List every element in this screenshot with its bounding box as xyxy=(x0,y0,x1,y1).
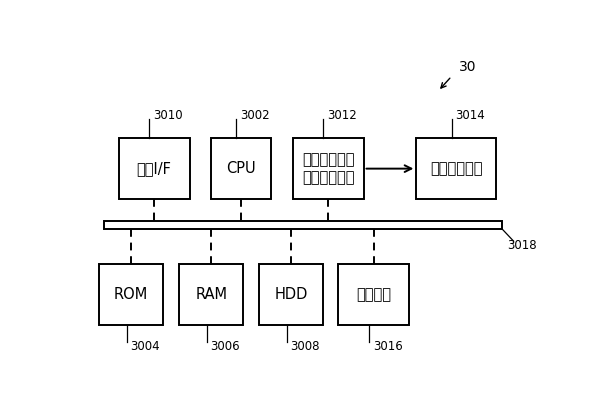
Text: 3002: 3002 xyxy=(240,109,269,122)
Bar xyxy=(293,138,363,199)
Text: 入力装置: 入力装置 xyxy=(356,287,391,302)
Text: 3006: 3006 xyxy=(210,340,240,353)
Text: RAM: RAM xyxy=(195,287,228,302)
Bar xyxy=(179,264,243,325)
Text: 30: 30 xyxy=(459,60,476,74)
Bar xyxy=(339,264,410,325)
Text: HDD: HDD xyxy=(275,287,308,302)
Text: 通信I/F: 通信I/F xyxy=(137,161,171,176)
Text: ディスプレイ
コントローラ: ディスプレイ コントローラ xyxy=(302,152,355,185)
Bar xyxy=(99,264,163,325)
Text: 3004: 3004 xyxy=(130,340,160,353)
Text: ディスプレイ: ディスプレイ xyxy=(430,161,483,176)
Text: 3016: 3016 xyxy=(373,340,402,353)
Text: 3014: 3014 xyxy=(456,109,485,122)
Text: ROM: ROM xyxy=(114,287,148,302)
Bar xyxy=(212,138,271,199)
Text: 3018: 3018 xyxy=(508,239,537,252)
Bar xyxy=(416,138,496,199)
Text: 3012: 3012 xyxy=(327,109,357,122)
Text: CPU: CPU xyxy=(226,161,256,176)
Bar xyxy=(119,138,190,199)
Bar xyxy=(103,221,502,229)
Text: 3008: 3008 xyxy=(291,340,320,353)
Bar xyxy=(259,264,323,325)
Text: 3010: 3010 xyxy=(153,109,183,122)
